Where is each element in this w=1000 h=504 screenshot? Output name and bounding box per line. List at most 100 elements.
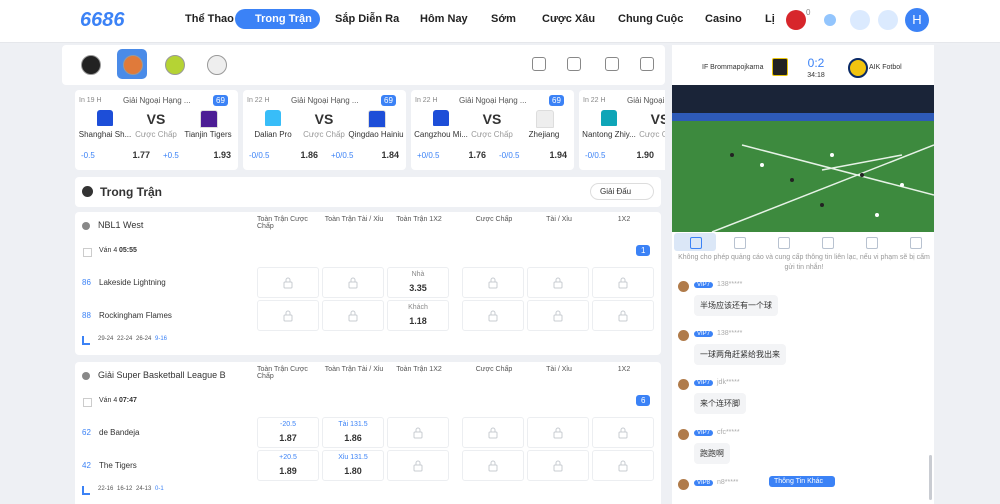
panel-tab[interactable] — [910, 237, 922, 249]
vs: VS — [146, 111, 166, 127]
odds-cell[interactable] — [592, 450, 654, 481]
team-name: The Tigers — [99, 461, 137, 470]
nav-item[interactable]: Chung Cuộc — [618, 13, 684, 25]
odds-cell[interactable] — [462, 300, 524, 331]
panel-tab[interactable] — [690, 237, 702, 249]
home-hdp: +0/0.5 — [417, 151, 440, 160]
players — [730, 153, 864, 207]
ad-board — [672, 113, 934, 121]
tool-icon[interactable] — [532, 57, 546, 71]
nav-item[interactable]: Thể Thao — [185, 13, 234, 25]
sport-icon[interactable] — [207, 55, 227, 75]
match-card[interactable]: In 22 H Giải Ngoại Hạng ... 69 Dalian Pro VS… — [243, 90, 406, 170]
nav-item[interactable]: Casino — [705, 13, 742, 25]
panel-tab[interactable] — [822, 237, 834, 249]
lock-body — [618, 464, 628, 472]
odds-cell[interactable] — [387, 450, 449, 481]
odds-cell[interactable] — [462, 267, 524, 298]
odds-cell[interactable] — [527, 300, 589, 331]
filter-button[interactable]: Giải Đấu — [590, 183, 655, 200]
nav-item[interactable]: Sắp Diễn Ra — [335, 13, 400, 25]
odds-cell[interactable]: Khách 1.18 — [387, 300, 449, 331]
odds-cell[interactable] — [527, 267, 589, 298]
home-odds[interactable]: 1.86 — [300, 150, 318, 160]
avatar[interactable]: H — [905, 8, 929, 32]
away-odds[interactable]: 1.94 — [549, 150, 567, 160]
nav-item[interactable]: Cược Xâu — [542, 13, 596, 25]
card-time: In 22 H — [415, 97, 438, 104]
league-name: Giải Super Basketball League B — [98, 370, 226, 380]
panel-tab[interactable] — [778, 237, 790, 249]
odds-cell[interactable] — [527, 450, 589, 481]
tool-icon[interactable] — [567, 57, 581, 71]
odds-cell[interactable]: Xỉu 131.5 1.80 — [322, 450, 384, 481]
tool-icon[interactable] — [605, 57, 619, 71]
home-odds[interactable]: 1.90 — [636, 150, 654, 160]
nav-item[interactable]: Sớm — [491, 13, 516, 25]
odds-cell[interactable]: Tài 131.5 1.86 — [322, 417, 384, 448]
home-hdp: -0.5 — [81, 151, 95, 160]
wallet-icon[interactable] — [850, 10, 870, 30]
more-markets[interactable]: 1 — [636, 245, 651, 256]
match-card[interactable]: In 22 H Giải Ngoại Hạng ... 69 Cangzhou Mi.… — [411, 90, 574, 170]
odds-cell[interactable] — [322, 300, 384, 331]
odds-cell[interactable] — [462, 417, 524, 448]
odds-cell[interactable] — [257, 300, 319, 331]
match-card[interactable]: In 19 H Giải Ngoại Hạng ... 69 Shanghai Sh.… — [75, 90, 238, 170]
sport-icon[interactable] — [123, 55, 143, 75]
market-name: Cược Chấp — [303, 130, 345, 139]
nav-item[interactable]: Lị — [765, 13, 775, 25]
card-icon[interactable] — [878, 10, 898, 30]
lock-shackle — [555, 427, 561, 432]
home-odds[interactable]: 1.76 — [468, 150, 486, 160]
clock: 07:47 — [119, 397, 137, 404]
home-badge — [772, 58, 788, 76]
lock — [488, 459, 498, 477]
panel-tab[interactable] — [866, 237, 878, 249]
pitch — [672, 115, 934, 232]
card-league: Giải Ngoại Hạng ... — [627, 96, 665, 105]
odds-cell[interactable] — [592, 267, 654, 298]
sport-icon[interactable] — [81, 55, 101, 75]
league-icon — [82, 372, 90, 380]
odds-cell[interactable] — [592, 417, 654, 448]
logo[interactable]: 6686 — [80, 9, 125, 31]
lock — [488, 276, 498, 294]
nav-item[interactable]: Trong Trận — [235, 9, 320, 29]
nav-item[interactable]: Hôm Nay — [420, 13, 468, 25]
sport-icon[interactable] — [165, 55, 185, 75]
away-odds[interactable]: 1.93 — [213, 150, 231, 160]
odds-cell[interactable] — [462, 450, 524, 481]
tool-icon[interactable] — [640, 57, 654, 71]
more-info-button[interactable]: Thông Tin Khác — [769, 476, 836, 487]
chat-bubble: 来个连环脚 — [694, 393, 746, 414]
away-jersey — [200, 110, 218, 128]
more-markets[interactable]: 6 — [636, 395, 651, 406]
odds-cell[interactable]: +20.5 1.89 — [257, 450, 319, 481]
live-score: 0:2 — [807, 56, 825, 70]
quarter-score: 9-16 — [155, 336, 168, 342]
video[interactable] — [672, 85, 934, 232]
odds-cell[interactable] — [527, 417, 589, 448]
league-block: Giải Super Basketball League B Toàn Trận … — [75, 362, 661, 504]
odds-value: 1.80 — [344, 466, 362, 476]
flag[interactable] — [786, 10, 806, 30]
add-button[interactable] — [824, 14, 836, 26]
away-odds[interactable]: 1.84 — [381, 150, 399, 160]
away-name: Tianjin Tigers — [184, 130, 232, 139]
odds-cell[interactable] — [322, 267, 384, 298]
quarter-score: 22-16 — [98, 486, 114, 492]
odds-cell[interactable] — [592, 300, 654, 331]
odds-cell[interactable]: Nhà 3.35 — [387, 267, 449, 298]
lock-icon — [488, 277, 498, 289]
odds-cell[interactable] — [257, 267, 319, 298]
lock-shackle — [620, 310, 626, 315]
lock-shackle — [620, 460, 626, 465]
panel-tab[interactable] — [734, 237, 746, 249]
home-odds[interactable]: 1.77 — [132, 150, 150, 160]
lock-body — [553, 314, 563, 322]
odds-cell[interactable]: -20.5 1.87 — [257, 417, 319, 448]
header: 6686 Thể Thao Trong Trận Sắp Diễn Ra Hôm Nay… — [0, 0, 1000, 43]
odds-cell[interactable] — [387, 417, 449, 448]
